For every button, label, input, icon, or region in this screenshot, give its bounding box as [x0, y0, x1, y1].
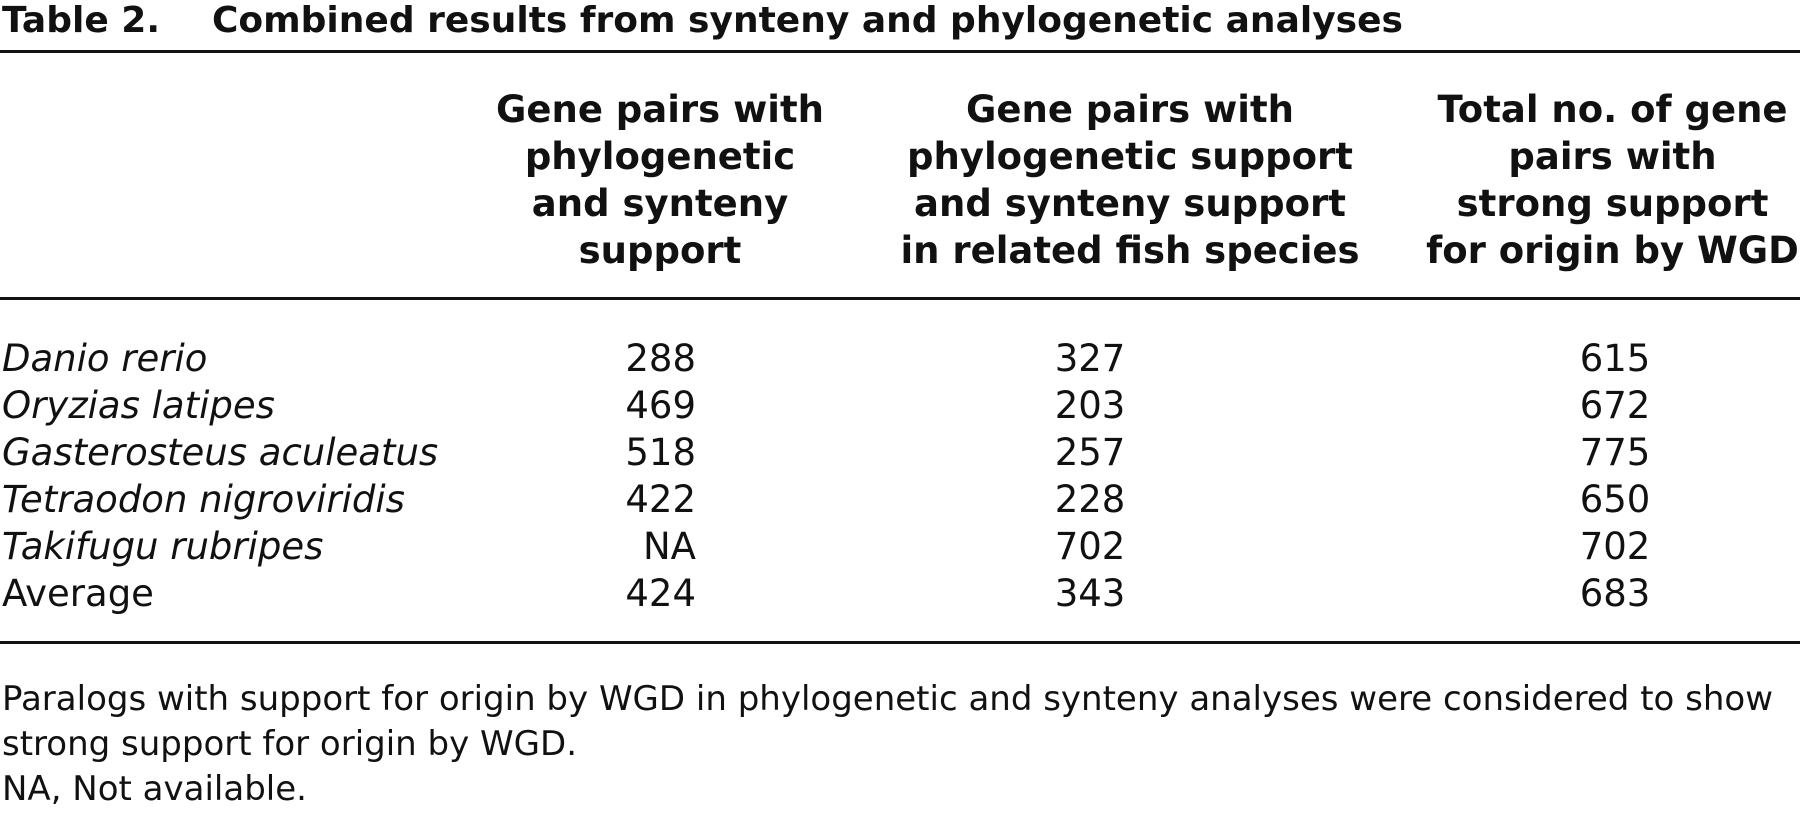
cell-related-fish: 702: [1054, 525, 1126, 568]
species-name: Danio rerio: [2, 337, 208, 380]
cell-phylo-synteny: 424: [625, 572, 696, 615]
column-header-total-wgd: Total no. of gene pairs with strong supp…: [1426, 88, 1799, 272]
top-rule: [0, 50, 1800, 53]
species-name: Takifugu rubripes: [2, 525, 324, 568]
cell-phylo-synteny: 518: [625, 431, 696, 474]
cell-total: 775: [1579, 431, 1651, 474]
table-caption: Table 2. Combined results from synteny an…: [2, 0, 1403, 50]
footnote-definition: Paralogs with support for origin by WGD …: [2, 679, 1774, 764]
cell-total: 683: [1579, 572, 1651, 615]
cell-phylo-synteny: 288: [625, 337, 696, 380]
column-header-phylo-related-fish: Gene pairs with phylogenetic support and…: [900, 88, 1360, 272]
cell-total: 672: [1579, 384, 1651, 427]
bottom-rule: [0, 641, 1800, 644]
cell-phylo-synteny: 422: [625, 478, 696, 521]
cell-phylo-synteny: NA: [643, 525, 696, 568]
cell-related-fish: 327: [1054, 337, 1126, 380]
species-name: Oryzias latipes: [2, 384, 275, 427]
column-header-phylo-synteny: Gene pairs with phylogenetic and synteny…: [496, 88, 824, 272]
table-row: Gasterosteus aculeatus 518 257 775: [0, 429, 1800, 476]
cell-related-fish: 203: [1054, 384, 1126, 427]
cell-related-fish: 343: [1054, 572, 1126, 615]
table-row: Takifugu rubripes NA 702 702: [0, 523, 1800, 570]
table-footnotes: Paralogs with support for origin by WGD …: [2, 677, 1798, 812]
header-rule: [0, 297, 1800, 300]
species-name: Gasterosteus aculeatus: [2, 431, 439, 474]
table-row-average: Average 424 343 683: [0, 570, 1800, 617]
cell-related-fish: 257: [1054, 431, 1126, 474]
table-body: Danio rerio 288 327 615 Oryzias latipes …: [0, 335, 1800, 617]
species-name: Tetraodon nigroviridis: [2, 478, 405, 521]
cell-total: 650: [1579, 478, 1651, 521]
cell-phylo-synteny: 469: [625, 384, 696, 427]
table-row: Danio rerio 288 327 615: [0, 335, 1800, 382]
table-row: Oryzias latipes 469 203 672: [0, 382, 1800, 429]
cell-total: 615: [1579, 337, 1651, 380]
cell-total: 702: [1579, 525, 1651, 568]
table-row: Tetraodon nigroviridis 422 228 650: [0, 476, 1800, 523]
footnote-abbreviation: NA, Not available.: [2, 769, 307, 809]
table-label: Table 2.: [2, 0, 160, 41]
table-title: Combined results from synteny and phylog…: [212, 0, 1403, 41]
average-label: Average: [2, 572, 154, 615]
cell-related-fish: 228: [1054, 478, 1126, 521]
